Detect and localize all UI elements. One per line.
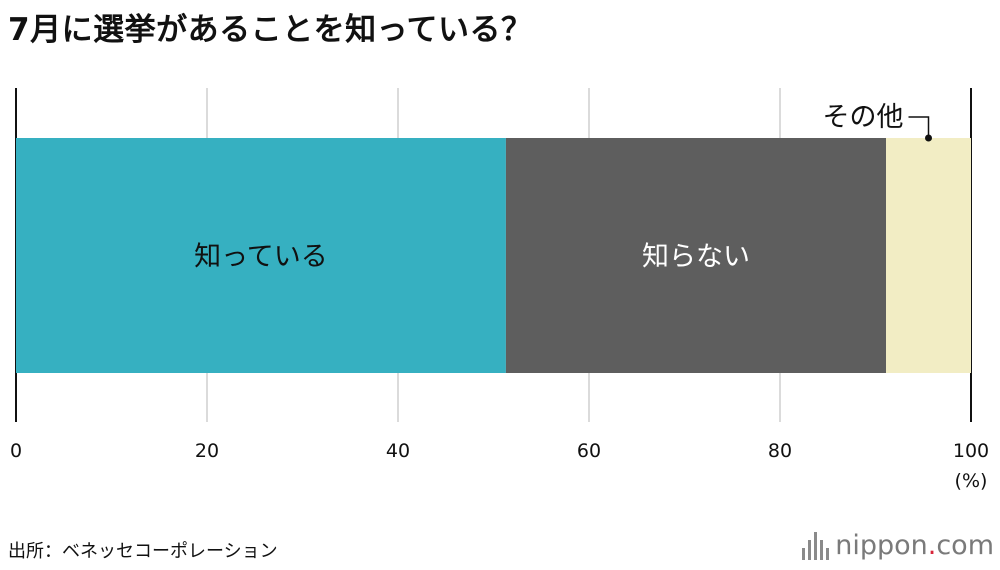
segment-label-3: その他 [823,102,904,133]
bar-segment-2 [505,138,887,373]
x-tick-label-20: 20 [195,440,219,462]
x-unit-label: (%) [955,470,988,492]
bar-segment-1 [16,138,506,373]
logo-name: nippon [835,530,928,561]
x-tick-label-40: 40 [386,440,410,462]
callout-leader-line [908,116,930,136]
source-note: 出所：ベネッセコーポレーション [8,541,278,562]
stacked-bar-chart: 知っている 知らない その他 0 20 40 60 80 100 (%) [10,88,989,492]
logo-suffix: com [936,530,994,561]
nippon-com-logo: nippon. com [802,530,994,561]
segment-label-2: 知らない [642,242,750,273]
x-tick-label-0: 0 [10,440,22,462]
chart-title: 7月に選挙があることを知っている？ [8,12,533,48]
nippon-logo-icon [802,531,830,560]
callout-dot [925,134,933,142]
bar-segment-3 [886,138,971,373]
x-tick-label-80: 80 [768,440,792,462]
x-tick-label-60: 60 [577,440,601,462]
segment-label-1: 知っている [194,242,328,273]
x-tick-label-100: 100 [953,440,989,462]
logo-dot: . [927,530,937,561]
